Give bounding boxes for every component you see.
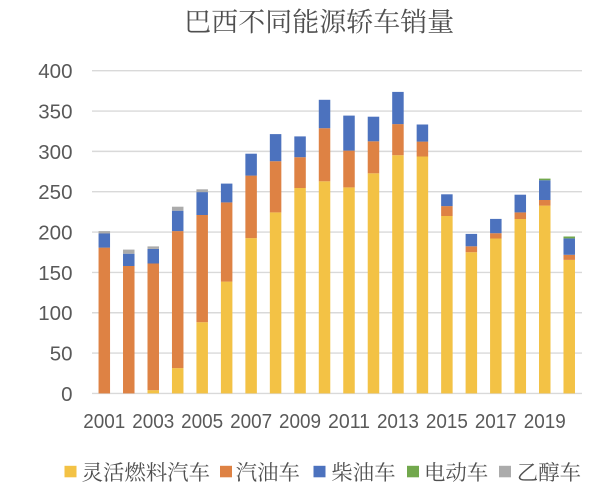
svg-text:50: 50 <box>50 342 73 365</box>
svg-text:350: 350 <box>38 100 72 123</box>
svg-text:2005: 2005 <box>181 410 223 433</box>
svg-text:100: 100 <box>38 302 72 325</box>
svg-text:2015: 2015 <box>426 410 468 433</box>
svg-text:2011: 2011 <box>328 410 370 433</box>
svg-text:250: 250 <box>38 181 72 204</box>
svg-text:300: 300 <box>38 141 72 164</box>
svg-text:200: 200 <box>38 221 72 244</box>
svg-text:400: 400 <box>38 60 72 83</box>
svg-text:0: 0 <box>61 383 72 406</box>
svg-text:2003: 2003 <box>132 410 174 433</box>
svg-text:2013: 2013 <box>377 410 419 433</box>
svg-text:2001: 2001 <box>83 410 125 433</box>
svg-text:150: 150 <box>38 262 72 285</box>
svg-text:2007: 2007 <box>230 410 272 433</box>
svg-text:2019: 2019 <box>524 410 566 433</box>
svg-text:2017: 2017 <box>475 410 517 433</box>
svg-text:2009: 2009 <box>279 410 321 433</box>
